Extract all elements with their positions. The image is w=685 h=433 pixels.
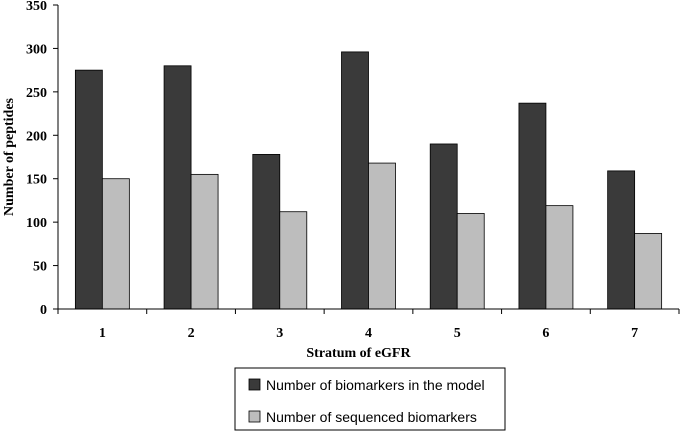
y-tick-label: 150: [26, 173, 47, 188]
y-tick-label: 200: [26, 129, 47, 144]
bar-sequenced-biomarkers: [368, 162, 396, 310]
bar-biomarkers-in-model: [341, 51, 369, 310]
y-tick-label: 0: [40, 303, 47, 318]
x-tick-label: 5: [454, 326, 461, 341]
y-tick-label: 100: [26, 216, 47, 231]
legend-swatch-biomarkers-in-model: [248, 378, 261, 391]
x-tick-label: 7: [631, 326, 638, 341]
y-tick-label: 350: [26, 0, 47, 14]
x-tick-label: 2: [188, 326, 195, 341]
axes-group: [57, 5, 679, 310]
legend-swatch-sequenced-biomarkers: [248, 410, 261, 423]
bar-sequenced-biomarkers: [190, 173, 219, 310]
legend-box: [234, 367, 506, 431]
bars-group: [74, 51, 663, 310]
y-tick-label: 250: [26, 86, 47, 101]
x-tick-label: 1: [99, 326, 106, 341]
legend-label-biomarkers-in-model: Number of biomarkers in the model: [266, 377, 485, 393]
y-ticks-group: 0 50 100 150 200 250 300 350: [26, 0, 58, 318]
x-tick-label: 6: [542, 326, 549, 341]
bar-biomarkers-in-model: [607, 170, 636, 310]
bar-biomarkers-in-model: [252, 153, 281, 310]
bar-biomarkers-in-model: [518, 102, 547, 310]
bar-sequenced-biomarkers: [545, 205, 574, 310]
bar-sequenced-biomarkers: [101, 178, 130, 310]
bar-biomarkers-in-model: [163, 65, 192, 310]
x-tick-label: 4: [365, 326, 372, 341]
y-tick-label: 50: [33, 260, 47, 275]
y-tick-label: 300: [26, 42, 47, 57]
bar-biomarkers-in-model: [429, 143, 458, 310]
x-ticks-group: 1 2 3 4 5 6 7: [57, 309, 680, 341]
y-axis-title: Number of peptides: [2, 97, 17, 216]
bar-sequenced-biomarkers: [634, 233, 663, 310]
bar-sequenced-biomarkers: [279, 211, 308, 310]
legend-label-sequenced-biomarkers: Number of sequenced biomarkers: [266, 409, 477, 425]
bar-biomarkers-in-model: [74, 69, 103, 310]
bar-sequenced-biomarkers: [456, 213, 485, 310]
legend: Number of biomarkers in the model Number…: [234, 367, 506, 431]
x-axis-title: Stratum of eGFR: [306, 346, 411, 361]
x-tick-label: 3: [276, 326, 283, 341]
